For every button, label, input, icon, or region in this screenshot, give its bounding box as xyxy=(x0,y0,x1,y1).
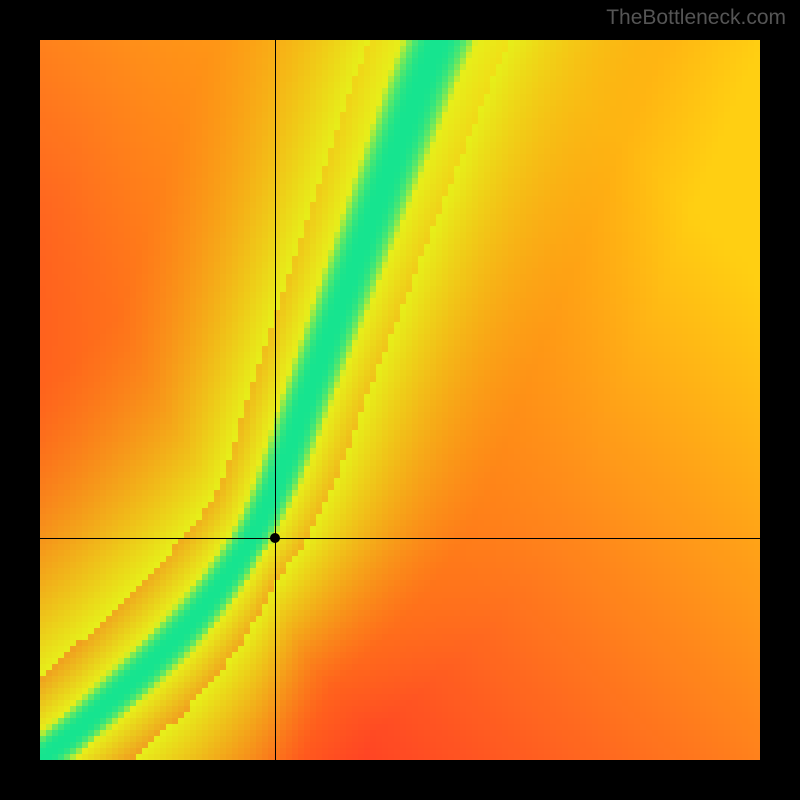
crosshair-marker xyxy=(270,533,280,543)
watermark-text: TheBottleneck.com xyxy=(606,6,786,30)
crosshair-horizontal xyxy=(40,538,760,539)
heatmap-canvas xyxy=(40,40,760,760)
plot-area xyxy=(40,40,760,760)
crosshair-vertical xyxy=(275,40,276,760)
